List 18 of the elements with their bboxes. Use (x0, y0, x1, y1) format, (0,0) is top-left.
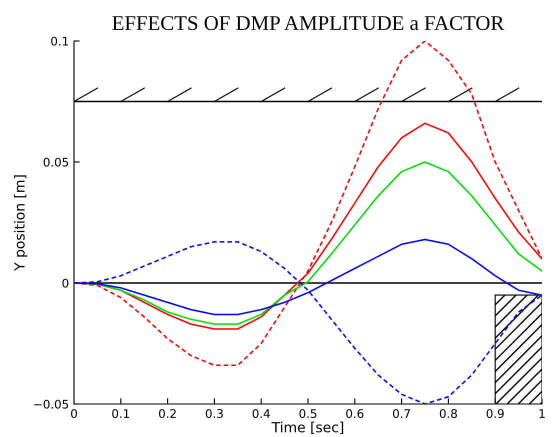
x-tick-label: 0.6 (346, 409, 364, 418)
y-tick-label: 0 (62, 278, 68, 288)
x-tick-label: 0 (71, 409, 77, 418)
x-tick-label: 0.9 (486, 409, 504, 418)
x-axis-title: Time [sec] (272, 422, 344, 434)
x-tick-label: 1 (540, 409, 545, 418)
y-tick-label: 0.05 (44, 158, 68, 167)
x-tick-label: 0.8 (440, 409, 457, 418)
x-tick-label: 0.7 (392, 409, 410, 418)
x-tick-label: 0.3 (206, 409, 223, 418)
x-tick-label: 0.1 (112, 409, 130, 418)
x-tick-label: 0.5 (299, 409, 316, 418)
x-tick-label: 0.2 (158, 409, 176, 418)
y-tick-label: −0.05 (34, 400, 68, 409)
y-axis-title: Y position [m] (14, 175, 28, 271)
y-tick-label: 0.1 (51, 36, 68, 46)
chart-title: EFFECTS OF DMP AMPLITUDE a FACTOR (112, 16, 504, 30)
x-tick-label: 0.4 (252, 409, 270, 418)
